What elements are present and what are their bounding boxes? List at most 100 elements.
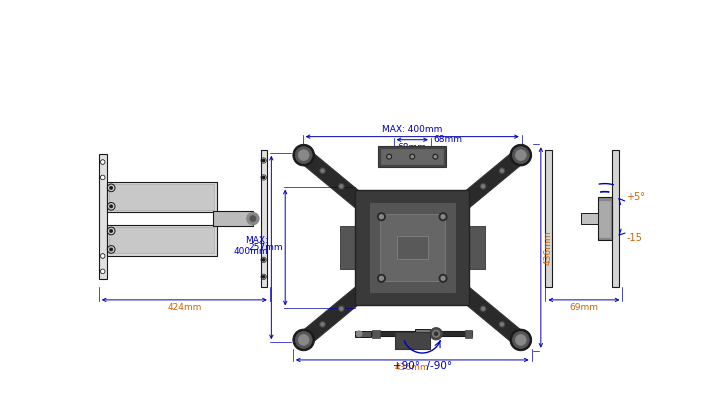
- Polygon shape: [299, 272, 384, 346]
- Circle shape: [109, 205, 113, 208]
- Circle shape: [262, 259, 265, 261]
- Circle shape: [441, 215, 445, 219]
- Circle shape: [340, 185, 343, 188]
- Circle shape: [410, 154, 415, 159]
- Circle shape: [109, 186, 113, 189]
- Circle shape: [100, 254, 105, 258]
- Circle shape: [109, 248, 113, 251]
- Circle shape: [293, 329, 315, 351]
- Text: +90°  /-90°: +90° /-90°: [393, 361, 452, 371]
- Circle shape: [480, 184, 486, 189]
- Circle shape: [510, 144, 531, 166]
- Circle shape: [482, 307, 485, 310]
- Bar: [382, 149, 443, 164]
- Circle shape: [102, 255, 104, 257]
- Circle shape: [380, 276, 383, 280]
- Bar: [99, 154, 107, 279]
- Circle shape: [321, 169, 324, 172]
- Circle shape: [482, 185, 485, 188]
- Circle shape: [433, 154, 438, 159]
- Circle shape: [100, 269, 105, 274]
- Circle shape: [378, 275, 385, 282]
- Polygon shape: [299, 149, 384, 223]
- Circle shape: [430, 328, 443, 340]
- Bar: [415, 329, 430, 339]
- Circle shape: [387, 154, 392, 159]
- Bar: [395, 332, 430, 349]
- Circle shape: [516, 334, 526, 345]
- Circle shape: [462, 199, 467, 205]
- Text: 68mm: 68mm: [433, 135, 462, 144]
- Circle shape: [462, 291, 467, 296]
- Bar: [340, 226, 355, 269]
- Circle shape: [411, 155, 413, 158]
- Bar: [378, 146, 446, 168]
- Circle shape: [298, 150, 309, 160]
- Circle shape: [500, 169, 503, 172]
- Bar: [612, 150, 619, 287]
- Circle shape: [359, 291, 362, 295]
- Circle shape: [499, 322, 505, 327]
- Text: +5°: +5°: [626, 192, 646, 202]
- Text: 424mm: 424mm: [167, 303, 202, 312]
- Circle shape: [295, 331, 312, 349]
- Text: MAX:: MAX:: [245, 236, 268, 245]
- Circle shape: [109, 229, 113, 233]
- Text: 257mm: 257mm: [248, 243, 283, 252]
- Circle shape: [250, 215, 256, 222]
- Bar: [397, 236, 428, 259]
- Circle shape: [340, 307, 343, 310]
- Circle shape: [339, 306, 344, 311]
- Text: -15: -15: [626, 233, 642, 243]
- Circle shape: [358, 199, 363, 205]
- Circle shape: [320, 168, 325, 173]
- Circle shape: [433, 330, 440, 337]
- Circle shape: [102, 161, 104, 163]
- Circle shape: [378, 213, 385, 220]
- Bar: [581, 213, 598, 224]
- Circle shape: [439, 213, 447, 220]
- Circle shape: [320, 322, 325, 327]
- Circle shape: [435, 332, 438, 335]
- Text: 400mm: 400mm: [234, 247, 268, 256]
- Circle shape: [513, 147, 529, 163]
- Circle shape: [463, 200, 466, 203]
- Circle shape: [441, 276, 445, 280]
- Text: MAX: 400mm: MAX: 400mm: [382, 125, 443, 134]
- Circle shape: [100, 160, 105, 164]
- Bar: [109, 184, 214, 210]
- Bar: [107, 225, 217, 256]
- Bar: [380, 214, 445, 281]
- Circle shape: [356, 331, 362, 336]
- Bar: [370, 203, 455, 292]
- Text: 436mm: 436mm: [395, 363, 430, 372]
- Text: 69mm: 69mm: [569, 303, 598, 312]
- Circle shape: [293, 144, 315, 166]
- Bar: [469, 226, 485, 269]
- Bar: [373, 330, 380, 338]
- Circle shape: [321, 323, 324, 326]
- Text: 68mm: 68mm: [398, 143, 427, 152]
- Circle shape: [298, 334, 309, 345]
- Circle shape: [358, 291, 363, 296]
- Bar: [109, 227, 214, 253]
- Circle shape: [262, 159, 265, 162]
- Bar: [598, 197, 611, 240]
- Polygon shape: [440, 272, 526, 346]
- Circle shape: [388, 155, 390, 158]
- Circle shape: [262, 276, 265, 278]
- Text: 436mm: 436mm: [543, 230, 552, 265]
- Circle shape: [100, 175, 105, 180]
- Circle shape: [510, 329, 531, 351]
- Circle shape: [480, 306, 486, 311]
- Bar: [355, 190, 469, 305]
- Bar: [465, 330, 473, 338]
- Bar: [373, 331, 473, 336]
- Circle shape: [499, 168, 505, 173]
- Bar: [260, 150, 267, 287]
- Circle shape: [102, 176, 104, 178]
- Circle shape: [463, 291, 466, 295]
- Circle shape: [516, 150, 526, 160]
- Bar: [107, 182, 217, 213]
- Circle shape: [380, 215, 383, 219]
